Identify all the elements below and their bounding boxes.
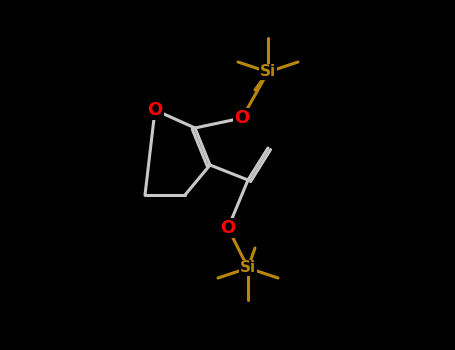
Text: Si: Si — [260, 64, 276, 79]
Text: Si: Si — [240, 260, 256, 275]
Text: O: O — [147, 101, 162, 119]
Text: O: O — [220, 219, 236, 237]
Text: O: O — [234, 109, 250, 127]
